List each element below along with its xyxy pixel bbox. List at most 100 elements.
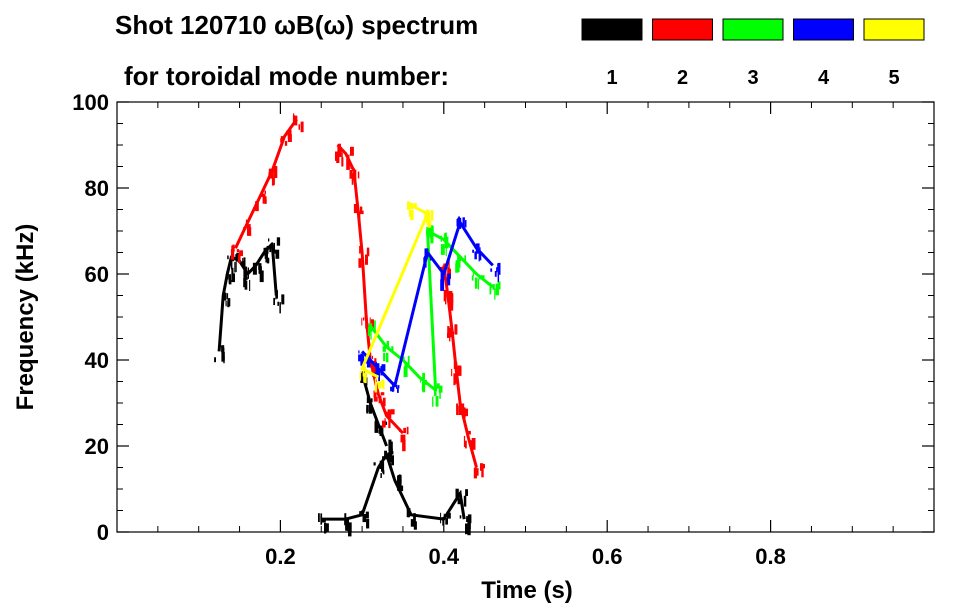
point-fragment xyxy=(479,251,482,261)
point-fragment xyxy=(462,407,466,419)
point-fragment xyxy=(457,366,462,376)
point-fragment xyxy=(259,270,264,283)
series-9 xyxy=(359,201,434,393)
point-fragment xyxy=(407,201,410,211)
data-point xyxy=(424,209,434,228)
y-tick-label-0: 0 xyxy=(97,520,109,545)
legend-swatch-5 xyxy=(863,18,925,41)
point-fragment xyxy=(388,417,391,429)
point-fragment xyxy=(457,498,461,505)
point-fragment xyxy=(214,357,216,363)
point-fragment xyxy=(451,368,453,377)
point-fragment xyxy=(457,261,461,268)
point-fragment xyxy=(437,383,440,389)
point-fragment xyxy=(335,151,339,161)
point-fragment xyxy=(456,403,459,415)
data-point xyxy=(419,372,427,393)
point-fragment xyxy=(406,508,408,518)
point-fragment xyxy=(231,258,233,270)
point-fragment xyxy=(281,294,285,305)
data-point xyxy=(407,201,417,221)
point-fragment xyxy=(459,515,462,519)
point-fragment xyxy=(361,510,364,516)
point-fragment xyxy=(430,210,434,221)
point-fragment xyxy=(367,326,371,336)
legend-swatch-2 xyxy=(652,18,713,41)
data-point xyxy=(344,513,352,537)
point-fragment xyxy=(447,276,451,286)
point-fragment xyxy=(440,244,445,255)
point-fragment xyxy=(382,456,384,465)
point-fragment xyxy=(445,293,447,305)
series-2 xyxy=(318,450,472,537)
point-fragment xyxy=(497,262,501,275)
point-fragment xyxy=(433,388,437,396)
point-fragment xyxy=(425,248,429,258)
point-fragment xyxy=(382,346,386,352)
point-fragment xyxy=(430,235,434,244)
point-fragment xyxy=(346,158,350,170)
point-fragment xyxy=(347,522,352,533)
legend-label-4: 4 xyxy=(818,67,830,89)
point-fragment xyxy=(245,270,247,279)
point-fragment xyxy=(228,274,232,284)
legend-label-1: 1 xyxy=(606,67,617,89)
point-fragment xyxy=(413,521,417,530)
point-fragment xyxy=(454,324,458,335)
point-fragment xyxy=(263,199,267,203)
point-fragment xyxy=(222,347,225,358)
point-fragment xyxy=(348,154,350,163)
point-fragment xyxy=(467,523,471,536)
point-fragment xyxy=(464,440,467,449)
data-point xyxy=(459,514,472,536)
point-fragment xyxy=(391,346,394,352)
point-fragment xyxy=(424,256,427,268)
point-fragment xyxy=(390,386,393,392)
point-fragment xyxy=(449,300,454,311)
point-fragment xyxy=(472,249,474,253)
data-point xyxy=(318,513,329,534)
point-fragment xyxy=(385,411,388,416)
point-fragment xyxy=(360,206,363,213)
point-fragment xyxy=(226,293,229,299)
point-fragment xyxy=(386,352,389,363)
point-fragment xyxy=(431,226,434,237)
point-fragment xyxy=(440,279,445,291)
data-point xyxy=(373,460,385,478)
point-fragment xyxy=(464,408,468,417)
series-trace-2 xyxy=(321,453,466,521)
point-fragment xyxy=(388,439,392,452)
data-point xyxy=(456,403,468,419)
series-trace-9 xyxy=(360,203,429,379)
point-fragment xyxy=(360,353,364,364)
series-7 xyxy=(367,225,501,407)
point-fragment xyxy=(381,462,383,472)
legend-label-3: 3 xyxy=(747,67,758,89)
point-fragment xyxy=(252,262,257,275)
data-point xyxy=(359,366,367,384)
point-fragment xyxy=(497,281,501,290)
point-fragment xyxy=(369,400,372,405)
point-fragment xyxy=(449,336,451,342)
legend-label-2: 2 xyxy=(677,67,688,89)
point-fragment xyxy=(277,301,279,306)
point-fragment xyxy=(414,203,417,208)
point-fragment xyxy=(402,439,406,452)
point-fragment xyxy=(287,129,292,140)
data-point xyxy=(252,262,264,283)
point-fragment xyxy=(397,475,399,488)
point-fragment xyxy=(423,257,426,263)
point-fragment xyxy=(370,329,372,340)
data-point xyxy=(426,225,434,244)
point-fragment xyxy=(275,249,280,259)
point-fragment xyxy=(382,379,385,390)
point-fragment xyxy=(457,256,460,263)
point-fragment xyxy=(444,236,449,249)
point-fragment xyxy=(347,155,349,161)
y-axis-label: Frequency (kHz) xyxy=(12,224,39,411)
point-fragment xyxy=(467,431,469,437)
point-fragment xyxy=(452,331,454,339)
point-fragment xyxy=(231,245,235,253)
data-point xyxy=(255,190,267,212)
point-fragment xyxy=(262,193,266,204)
